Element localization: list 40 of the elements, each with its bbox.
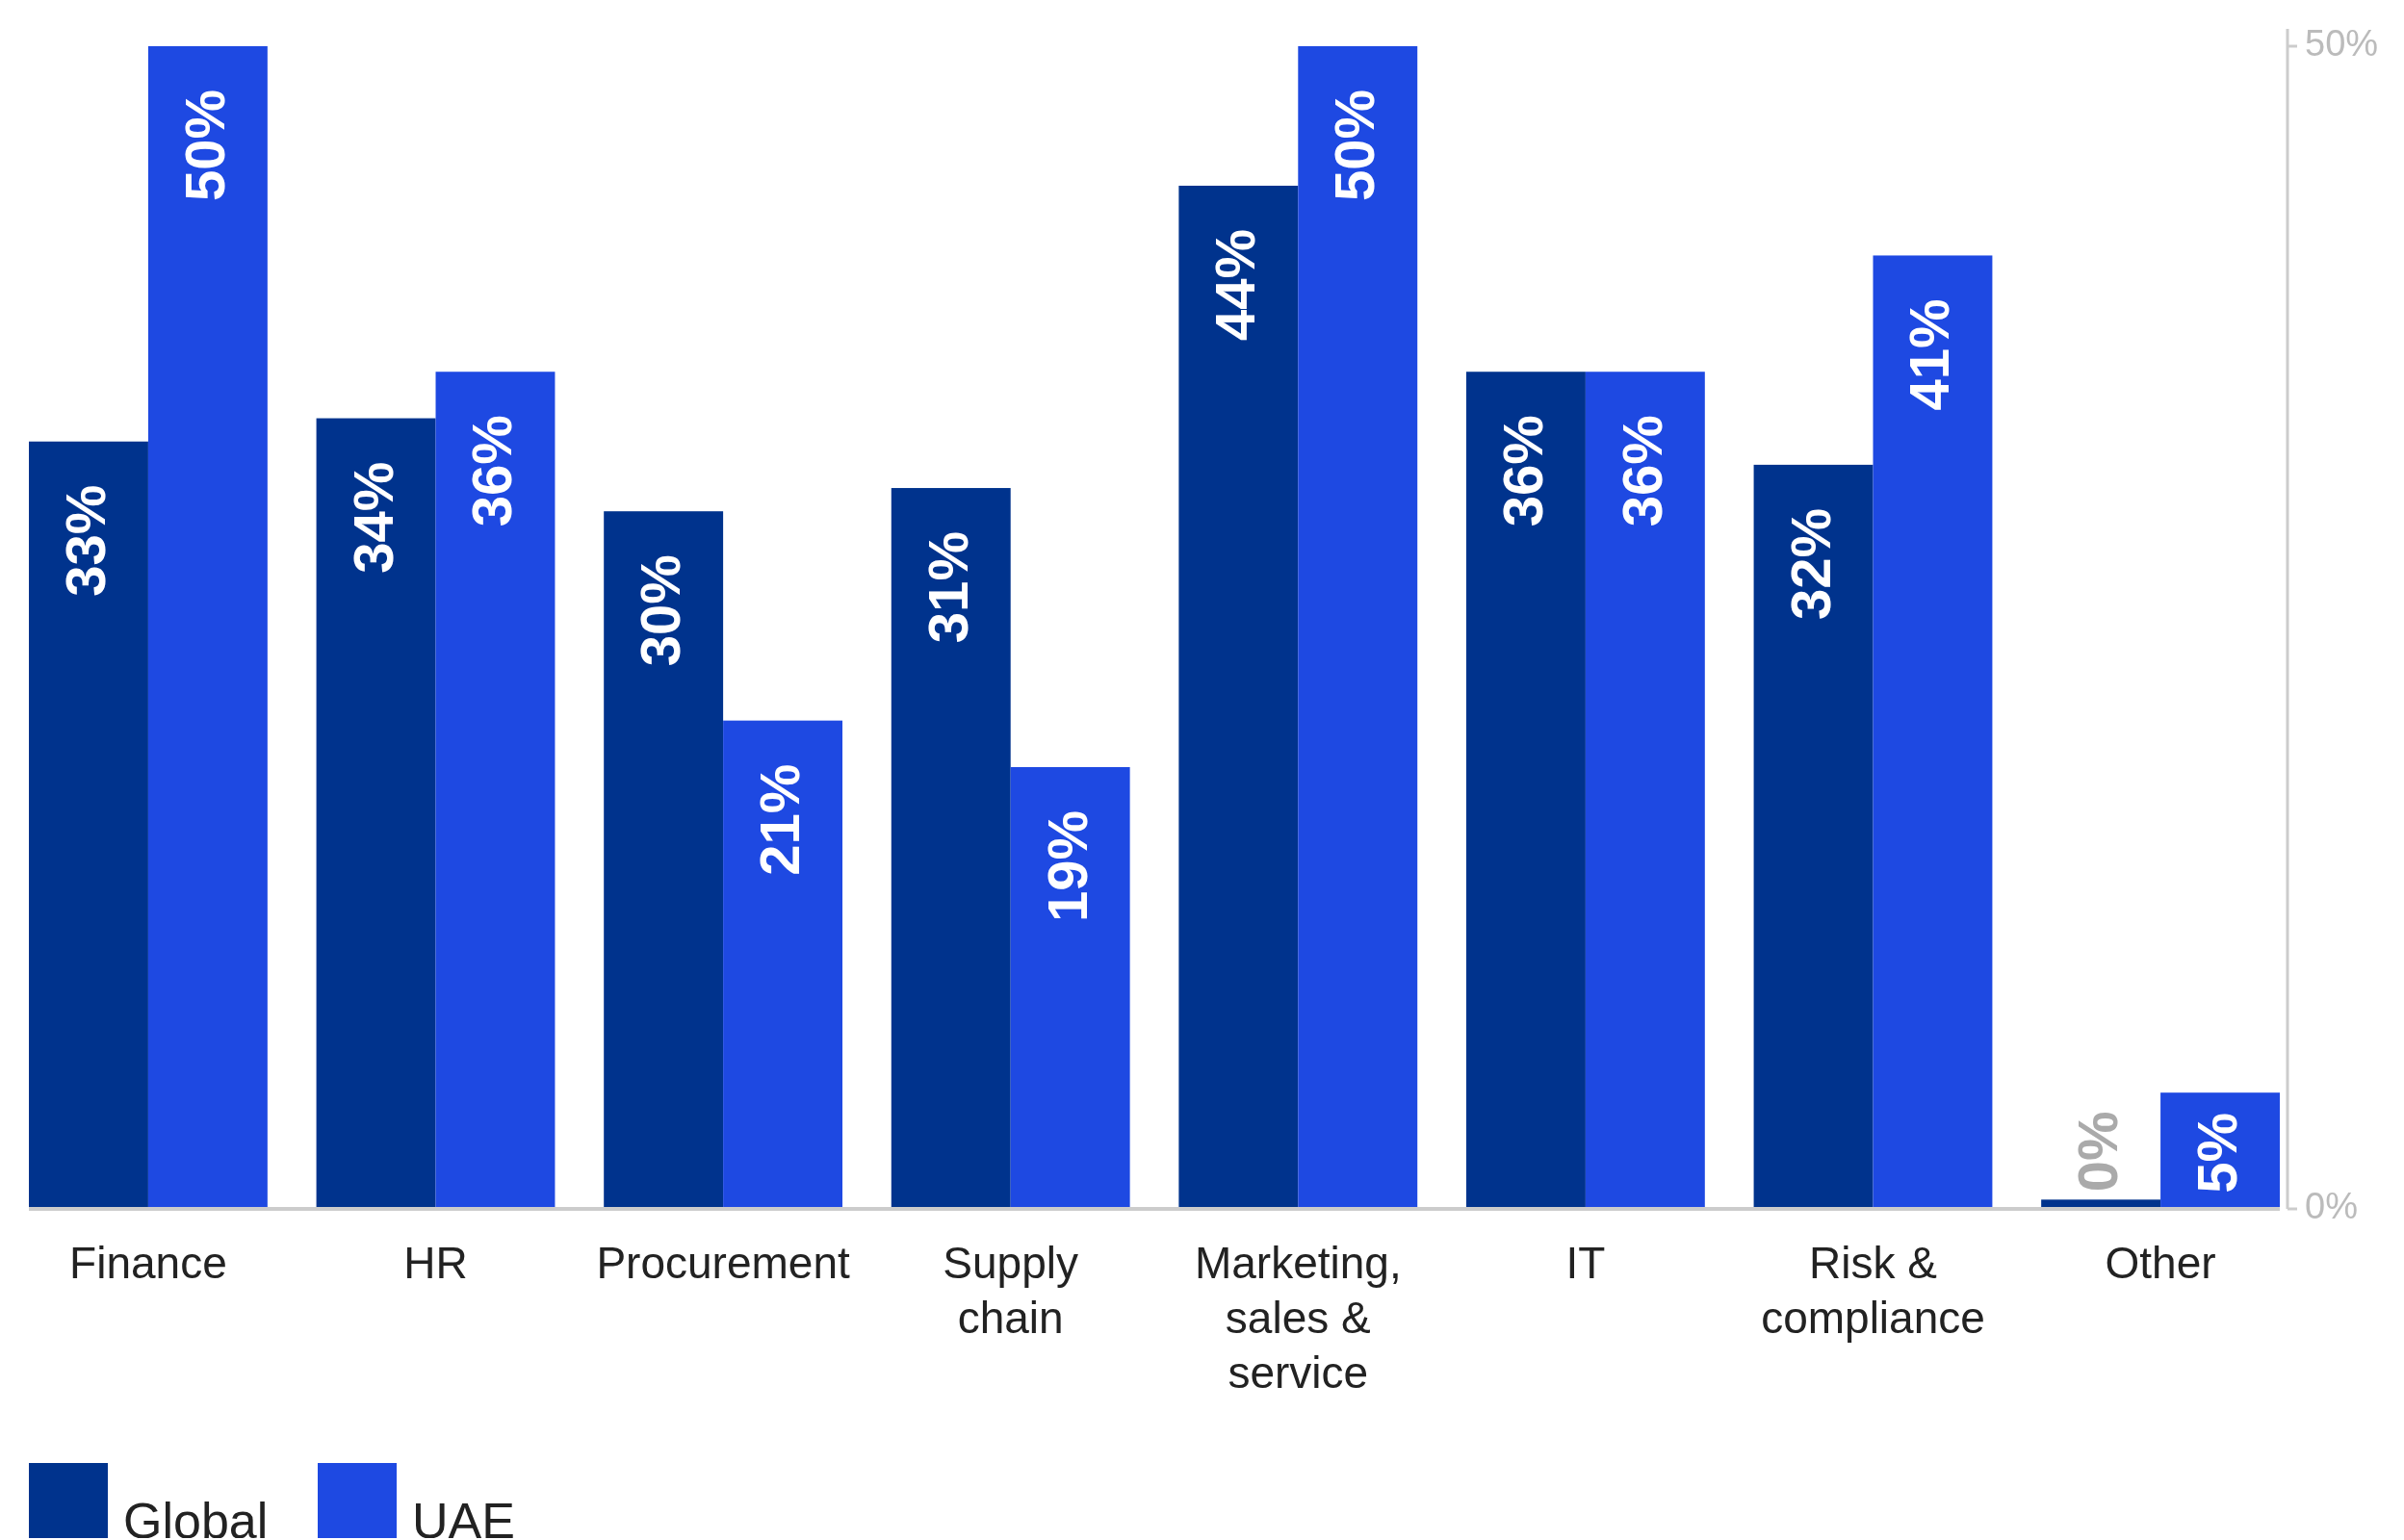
data-label: 32% bbox=[1778, 507, 1842, 620]
data-label: 50% bbox=[1323, 90, 1386, 202]
data-label: 31% bbox=[916, 531, 979, 644]
bar bbox=[1178, 185, 1299, 1209]
bar bbox=[435, 372, 556, 1209]
bar bbox=[316, 418, 436, 1209]
bar bbox=[1298, 46, 1418, 1209]
data-label: 36% bbox=[1610, 415, 1673, 527]
bar bbox=[29, 441, 148, 1209]
data-label: 0% bbox=[2066, 1111, 2130, 1193]
legend-label: Global bbox=[123, 1493, 269, 1540]
x-tick-label: IT bbox=[1565, 1238, 1606, 1288]
x-tick-label: Marketing, sales & service bbox=[1194, 1238, 1402, 1398]
x-tick-label: Procurement bbox=[596, 1238, 850, 1288]
bar bbox=[723, 720, 843, 1209]
bar bbox=[891, 488, 1011, 1209]
data-label: 21% bbox=[748, 763, 812, 876]
data-label: 36% bbox=[1490, 415, 1554, 527]
data-label: 33% bbox=[53, 484, 116, 597]
data-label: 34% bbox=[341, 461, 404, 574]
bar bbox=[1010, 766, 1130, 1209]
x-tick-label: HR bbox=[403, 1238, 468, 1288]
bar bbox=[1585, 372, 1705, 1209]
data-label: 50% bbox=[172, 90, 236, 202]
legend-label: UAE bbox=[412, 1493, 515, 1540]
x-tick-label: Risk & compliance bbox=[1761, 1238, 1985, 1343]
x-tick-label: Supply chain bbox=[943, 1238, 1079, 1343]
data-label: 36% bbox=[460, 415, 524, 527]
bar bbox=[1753, 464, 1874, 1209]
x-tick-label: Other bbox=[2105, 1238, 2216, 1288]
bar bbox=[604, 511, 724, 1209]
data-label: 41% bbox=[1898, 298, 1961, 411]
data-label: 44% bbox=[1203, 228, 1267, 342]
data-label: 5% bbox=[2185, 1113, 2249, 1194]
bar bbox=[1873, 255, 1993, 1209]
bar bbox=[1465, 372, 1586, 1209]
x-tick-label: Finance bbox=[69, 1238, 227, 1288]
data-label: 19% bbox=[1035, 809, 1099, 923]
data-label: 30% bbox=[629, 554, 692, 667]
bar bbox=[147, 46, 268, 1209]
